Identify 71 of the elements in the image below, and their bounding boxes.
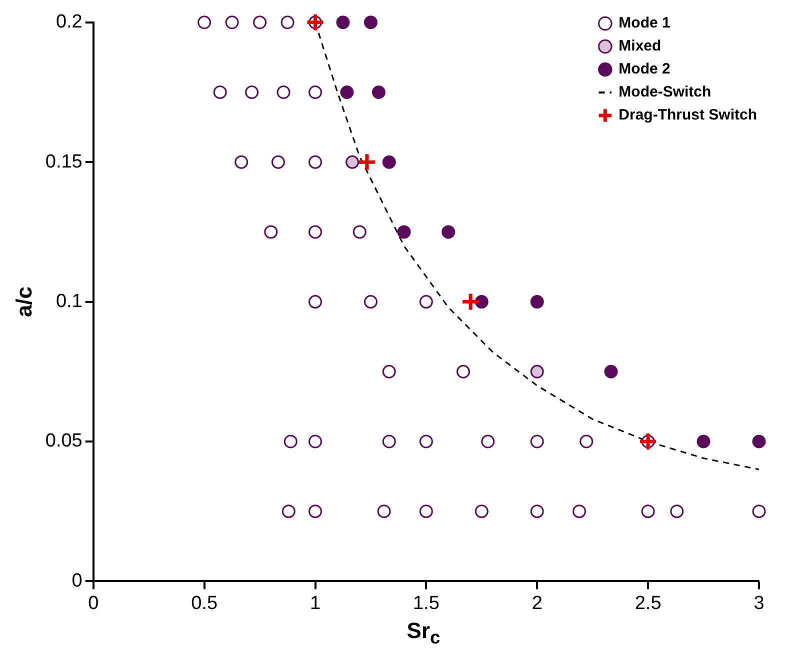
point (264, 225, 278, 239)
y-tick-label: 0 (72, 570, 82, 592)
point (225, 16, 239, 30)
legend-label: Mode 1 (618, 14, 670, 32)
point (572, 504, 586, 518)
point (364, 295, 378, 309)
legend-label: Mode 2 (618, 60, 670, 78)
point (308, 434, 322, 448)
y-tick-label: 0.2 (56, 12, 82, 33)
point (481, 434, 495, 448)
point (419, 504, 433, 518)
point (372, 86, 386, 99)
point (346, 155, 360, 169)
point (382, 434, 396, 448)
point (530, 504, 544, 518)
point (580, 434, 594, 448)
point (696, 434, 710, 448)
x-tick-label: 0 (88, 592, 99, 614)
y-tick-label: 0.05 (45, 430, 82, 452)
point (352, 225, 366, 239)
point (357, 152, 377, 172)
point (308, 504, 322, 518)
y-tick-label: 0.1 (56, 291, 82, 312)
point (419, 295, 433, 309)
point (460, 292, 480, 312)
point (456, 364, 470, 378)
point (282, 504, 296, 518)
point (253, 16, 267, 30)
point (308, 86, 322, 99)
x-tick-label: 3 (754, 592, 764, 614)
point (245, 86, 259, 99)
point (213, 86, 227, 99)
point (752, 434, 766, 448)
legend-label: Drag-Thrust Switch (618, 106, 758, 124)
y-tick-label: 0.15 (45, 151, 82, 172)
point (377, 504, 391, 518)
point (198, 16, 212, 30)
point (271, 155, 285, 169)
point (234, 155, 248, 169)
point (604, 364, 618, 378)
point (641, 504, 655, 518)
point (308, 295, 322, 309)
point (530, 295, 544, 309)
point (474, 295, 488, 309)
point (670, 504, 684, 518)
point (752, 504, 766, 518)
point (474, 504, 488, 518)
point (284, 434, 298, 448)
x-axis-title: Sr$_{c}$ (406, 618, 442, 648)
x-tick-label: 1 (310, 592, 321, 614)
point (336, 16, 350, 30)
point (382, 155, 396, 169)
y-axis-title: a/c (11, 286, 36, 318)
x-tick-label: 0.5 (191, 592, 218, 614)
x-tick-label: 2 (532, 592, 542, 614)
point (280, 16, 294, 30)
legend-label: Mode-Switch (618, 84, 712, 101)
point (308, 225, 322, 239)
point (442, 225, 456, 239)
x-tick-label: 1.5 (412, 592, 440, 614)
point (276, 86, 290, 99)
x-tick-label: 2.5 (634, 592, 662, 614)
point (419, 434, 433, 448)
legend-label: Mixed (618, 38, 662, 55)
point (397, 225, 411, 239)
point (530, 434, 544, 448)
point (382, 364, 396, 378)
point (308, 155, 322, 169)
point (530, 364, 544, 378)
point (340, 86, 354, 99)
point (364, 16, 378, 30)
